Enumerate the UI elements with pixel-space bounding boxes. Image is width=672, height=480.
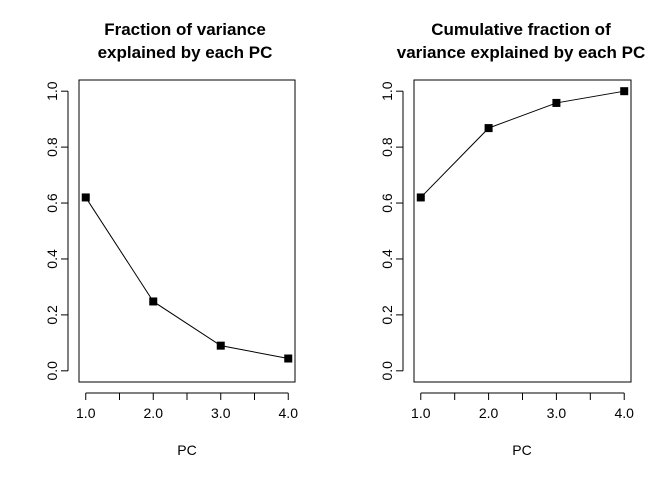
data-point-marker xyxy=(81,193,90,202)
plot-area-frame xyxy=(78,79,296,383)
x-axis-label: PC xyxy=(177,442,196,458)
series-line xyxy=(420,90,625,198)
chart-title-line-1: Fraction of variance xyxy=(104,20,266,39)
x-tick-label: 3.0 xyxy=(211,405,231,421)
data-point-marker xyxy=(216,341,225,350)
y-tick-label: 0.8 xyxy=(379,137,395,157)
x-tick-label: 1.0 xyxy=(411,405,431,421)
chart-title-line-1: Cumulative fraction of xyxy=(431,20,611,39)
x-tick-label: 2.0 xyxy=(144,405,164,421)
data-point-marker xyxy=(552,98,561,107)
x-tick-label: 4.0 xyxy=(614,405,634,421)
x-tick-label: 4.0 xyxy=(279,405,299,421)
y-tick-label: 0.4 xyxy=(379,249,395,269)
chart-panel-variance: Fraction of variance explained by each P… xyxy=(44,20,298,458)
series-line xyxy=(85,197,289,360)
y-tick-label: 0.6 xyxy=(379,193,395,213)
chart-title-line-2: variance explained by each PC xyxy=(397,43,646,62)
data-point-marker xyxy=(416,193,425,202)
y-tick-label: 0.2 xyxy=(379,305,395,325)
y-tick-label: 0.8 xyxy=(44,137,60,157)
data-point-marker xyxy=(149,297,158,306)
chart-title-line-2: explained by each PC xyxy=(98,43,273,62)
y-tick-label: 1.0 xyxy=(44,81,60,101)
x-axis-label: PC xyxy=(512,442,531,458)
y-tick-label: 1.0 xyxy=(379,81,395,101)
data-point-marker xyxy=(620,87,629,96)
y-tick-label: 0.2 xyxy=(44,305,60,325)
y-tick-label: 0.4 xyxy=(44,249,60,269)
plot-area-frame xyxy=(413,79,632,383)
data-point-marker xyxy=(484,124,493,133)
x-tick-label: 3.0 xyxy=(547,405,567,421)
chart-panel-cumulative: Cumulative fraction of variance explaine… xyxy=(379,20,645,458)
y-tick-label: 0.6 xyxy=(44,193,60,213)
data-point-marker xyxy=(284,354,293,363)
y-tick-label: 0.0 xyxy=(44,361,60,381)
x-tick-label: 2.0 xyxy=(479,405,499,421)
x-tick-label: 1.0 xyxy=(76,405,96,421)
y-tick-label: 0.0 xyxy=(379,361,395,381)
